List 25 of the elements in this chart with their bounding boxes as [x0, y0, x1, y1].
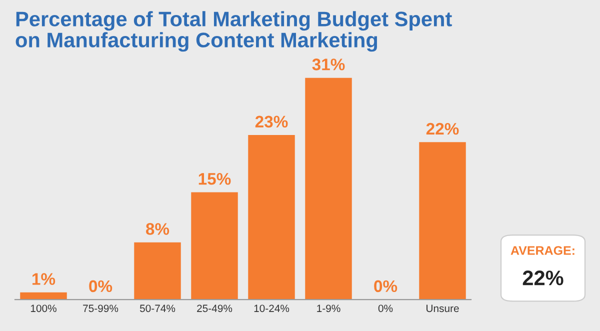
x-tick-label: 100% [30, 304, 56, 312]
data-label: 8% [146, 223, 170, 235]
x-tick-label: Unsure [426, 304, 459, 312]
data-label: 0% [89, 280, 112, 292]
x-tick-label: 50-74% [140, 304, 176, 312]
bar [134, 242, 181, 300]
bar [305, 78, 352, 300]
bar [191, 192, 238, 300]
data-label: 15% [198, 173, 231, 185]
data-label: 0% [374, 280, 398, 292]
data-label: 31% [312, 58, 345, 70]
chart-title: Percentage of Total Marketing Budget Spent on Manufacturing Content Marketing [16, 11, 452, 52]
text: AVERAGE: [510, 246, 574, 255]
data-label: 1% [32, 273, 56, 285]
bar [419, 142, 466, 300]
x-tick-label: 1-9% [317, 304, 340, 312]
text: 22% [522, 270, 564, 286]
x-tick-label: 0% [378, 304, 393, 312]
x-tick-label: 10-24% [254, 304, 290, 312]
bar [248, 135, 295, 300]
x-tick-label: 25-49% [197, 304, 232, 312]
x-tick-label: 75-99% [83, 304, 118, 312]
data-label: 23% [255, 116, 288, 128]
data-label: 22% [426, 122, 459, 135]
bar [20, 292, 67, 300]
